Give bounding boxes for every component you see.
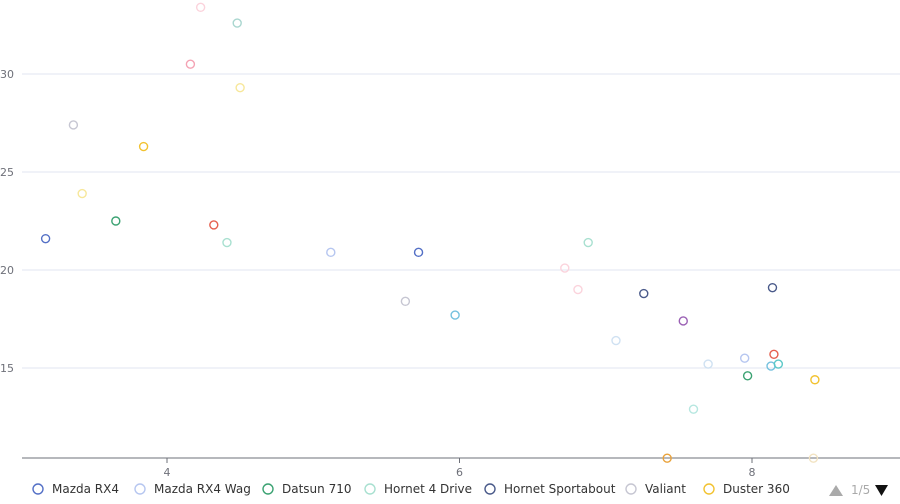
data-point[interactable] <box>77 188 87 199</box>
legend-label: Hornet Sportabout <box>504 482 616 496</box>
legend-marker-icon <box>32 483 44 495</box>
legend-item[interactable]: Mazda RX4 <box>32 482 119 496</box>
data-point[interactable] <box>773 359 784 369</box>
x-tick-label: 6 <box>456 466 463 479</box>
data-point[interactable] <box>808 453 819 463</box>
data-point[interactable] <box>703 359 713 369</box>
legend-item[interactable]: Hornet Sportabout <box>484 482 616 496</box>
data-point[interactable] <box>688 404 699 414</box>
y-tick-label: 25 <box>0 166 14 179</box>
data-point[interactable] <box>662 453 672 463</box>
data-point[interactable] <box>611 335 621 346</box>
x-tick-label: 4 <box>164 466 171 479</box>
legend-page-indicator: 1/5 <box>851 483 870 497</box>
legend-label: Mazda RX4 Wag <box>154 482 251 496</box>
legend-page-up-icon[interactable] <box>829 485 843 496</box>
legend-item[interactable]: Hornet 4 Drive <box>364 482 472 496</box>
legend-label: Datsun 710 <box>282 482 351 496</box>
legend-marker-icon <box>134 483 146 495</box>
legend-pager: 1/5 <box>829 483 888 497</box>
legend-page-down-icon[interactable] <box>875 485 888 496</box>
data-point[interactable] <box>413 247 424 258</box>
data-point[interactable] <box>195 2 206 13</box>
y-axis-tick-labels: 15 20 25 30 <box>0 68 14 375</box>
legend-marker-icon <box>703 483 715 495</box>
data-point[interactable] <box>185 59 196 69</box>
legend: Mazda RX4 Mazda RX4 Wag Datsun 710 Hornet 4… <box>32 482 790 496</box>
legend-item[interactable]: Datsun 710 <box>262 482 351 496</box>
legend-item[interactable]: Duster 360 <box>703 482 790 496</box>
y-tick-label: 15 <box>0 362 14 375</box>
x-axis <box>22 457 900 463</box>
data-point[interactable] <box>583 237 593 248</box>
data-point[interactable] <box>739 353 750 363</box>
y-tick-label: 30 <box>0 68 14 81</box>
data-point[interactable] <box>400 296 411 307</box>
data-point[interactable] <box>573 284 583 295</box>
data-point[interactable] <box>639 288 649 299</box>
data-point[interactable] <box>769 349 779 359</box>
x-axis-tick-labels: 4 6 8 <box>164 466 756 479</box>
data-point[interactable] <box>810 375 820 385</box>
legend-item[interactable]: Mazda RX4 Wag <box>134 482 251 496</box>
data-point[interactable] <box>138 141 149 152</box>
data-point[interactable] <box>326 247 336 258</box>
data-points <box>40 2 820 463</box>
legend-marker-icon <box>625 483 637 495</box>
data-point[interactable] <box>742 371 753 381</box>
x-tick-label: 8 <box>749 466 756 479</box>
data-point[interactable] <box>678 316 688 326</box>
data-point[interactable] <box>560 263 570 273</box>
data-point[interactable] <box>222 237 232 248</box>
data-point[interactable] <box>68 120 79 130</box>
legend-item[interactable]: Valiant <box>625 482 686 496</box>
data-point[interactable] <box>767 282 778 293</box>
legend-label: Valiant <box>645 482 686 496</box>
data-point[interactable] <box>232 18 242 28</box>
legend-marker-icon <box>364 483 376 495</box>
grid-lines <box>22 73 900 369</box>
legend-label: Mazda RX4 <box>52 482 119 496</box>
legend-label: Hornet 4 Drive <box>384 482 472 496</box>
data-point[interactable] <box>111 216 121 226</box>
legend-marker-icon <box>484 483 496 495</box>
data-point[interactable] <box>40 233 51 244</box>
legend-label: Duster 360 <box>723 482 790 496</box>
y-tick-label: 20 <box>0 264 14 277</box>
data-point[interactable] <box>235 83 245 93</box>
data-point[interactable] <box>209 220 219 230</box>
legend-marker-icon <box>262 483 274 495</box>
data-point[interactable] <box>450 310 460 320</box>
